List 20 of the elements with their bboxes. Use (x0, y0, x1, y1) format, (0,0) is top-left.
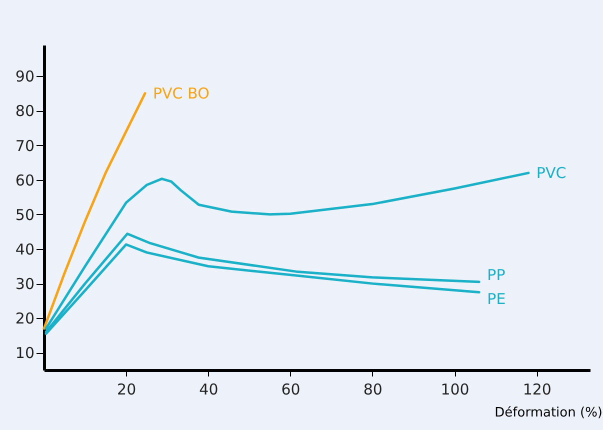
x-tick-label: 100 (440, 380, 470, 398)
y-tick-label: 90 (15, 68, 34, 86)
x-tick-label: 60 (281, 380, 300, 398)
series-label: PP (487, 266, 506, 284)
x-axis-title: Déformation (%) (494, 406, 602, 420)
y-tick-label: 20 (15, 310, 34, 328)
y-tick-label: 80 (15, 102, 34, 120)
y-tick-label: 60 (15, 171, 34, 190)
x-tick-label: 80 (363, 380, 382, 398)
y-tick-label: 50 (15, 206, 34, 224)
y-tick-label: 30 (15, 275, 34, 294)
y-tick-label: 10 (15, 344, 34, 362)
series-label: PE (487, 290, 506, 308)
y-tick-label: 70 (15, 136, 34, 155)
x-tick-label: 40 (199, 380, 218, 398)
series-label: PVC (536, 164, 566, 182)
x-tick-label: 120 (522, 380, 552, 398)
y-tick-label: 40 (15, 240, 34, 258)
series-label: PVC BO (152, 84, 210, 102)
x-tick-label: 20 (117, 380, 136, 398)
